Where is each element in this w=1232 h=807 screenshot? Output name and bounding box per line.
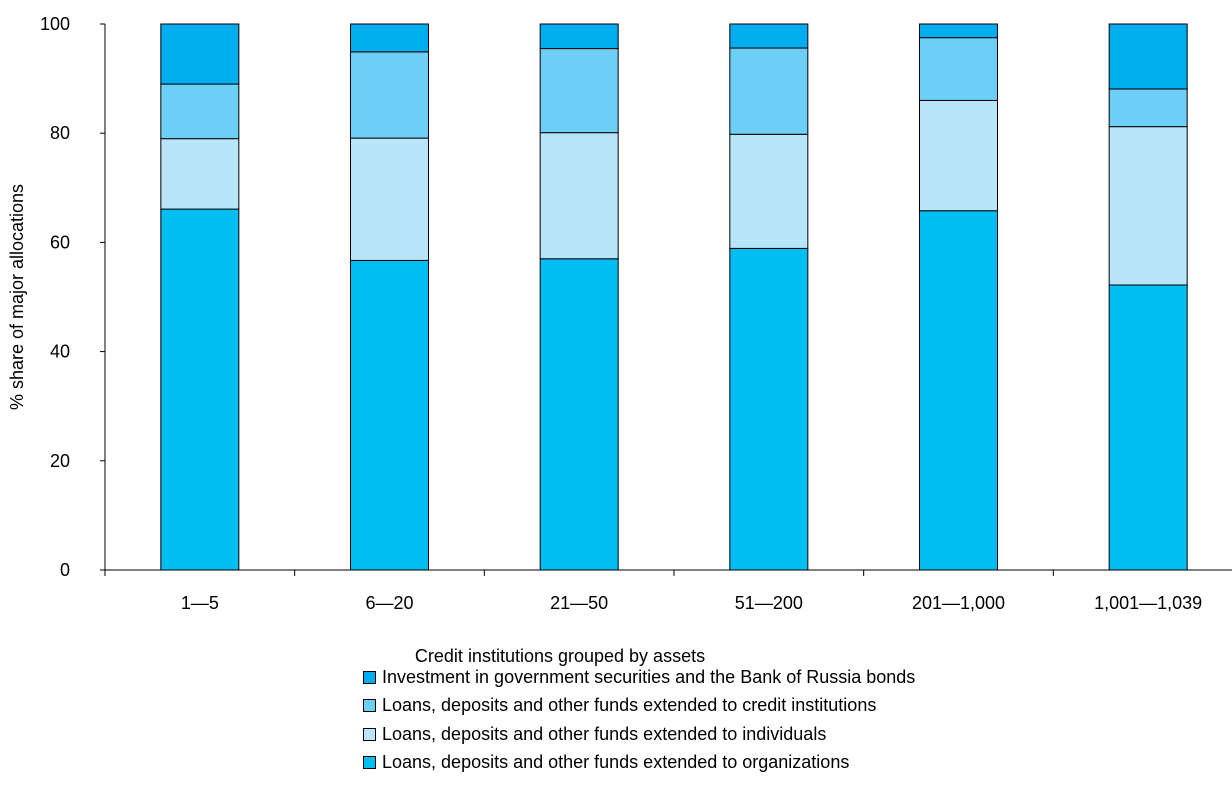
x-tick-labels: 1—5 6—20 21—50 51—200 201—1,000 1,001—1,039 (181, 593, 1202, 613)
bar-segment-series-0-cat-4 (919, 210, 998, 571)
legend-item: Loans, deposits and other funds extended… (363, 720, 1223, 749)
legend-swatch (363, 699, 376, 713)
bar-segment-series-1-cat-0 (160, 138, 240, 210)
bar-segment-series-1-cat-4 (919, 99, 998, 212)
legend-label: Loans, deposits and other funds extended… (382, 695, 877, 716)
bar-segment-series-3-cat-5 (1108, 23, 1188, 90)
x-tick-label: 6—20 (365, 593, 413, 613)
x-tick-label: 201—1,000 (912, 593, 1005, 613)
x-tick-label: 1,001—1,039 (1094, 593, 1202, 613)
bar-segment-series-0-cat-1 (350, 259, 429, 571)
y-tick-labels: 0 20 40 60 80 100 (40, 14, 70, 580)
y-tick-label: 40 (50, 342, 70, 362)
y-tick-label: 0 (60, 560, 70, 580)
legend-label: Loans, deposits and other funds extended… (382, 723, 827, 744)
y-tick-label: 80 (50, 123, 70, 143)
legend-item: Loans, deposits and other funds extended… (363, 749, 1223, 778)
bar-segment-series-3-cat-1 (350, 23, 429, 53)
axes (100, 23, 1232, 576)
bar-segment-series-3-cat-4 (919, 23, 998, 39)
legend-label: Loans, deposits and other funds extended… (382, 752, 850, 773)
bar-segment-series-2-cat-3 (729, 47, 809, 135)
bar-segment-series-2-cat-0 (160, 83, 240, 140)
legend-item: Investment in government securities and … (363, 663, 1223, 692)
x-tick-label: 1—5 (181, 593, 219, 613)
legend-label: Investment in government securities and … (382, 666, 916, 687)
bar-segment-series-3-cat-3 (729, 23, 809, 49)
y-tick-label: 20 (50, 451, 70, 471)
x-tick-label: 21—50 (550, 593, 608, 613)
bar-segment-series-3-cat-2 (539, 23, 619, 50)
legend-swatch (363, 756, 376, 770)
legend-swatch (363, 670, 376, 684)
y-tick-label: 60 (50, 232, 70, 252)
legend: Investment in government securities and … (363, 663, 1223, 777)
x-axis-label: Credit institutions grouped by assets (415, 646, 705, 666)
legend-item: Loans, deposits and other funds extended… (363, 692, 1223, 721)
bar-segment-series-1-cat-3 (729, 133, 809, 249)
x-tick-label: 51—200 (735, 593, 803, 613)
y-tick-label: 100 (40, 14, 70, 34)
bar-segment-series-1-cat-1 (350, 137, 429, 261)
bar-segment-series-2-cat-2 (539, 48, 619, 134)
bar-segment-series-3-cat-0 (160, 23, 240, 85)
legend-swatch (363, 727, 376, 741)
bar-segment-series-0-cat-2 (539, 258, 619, 571)
bar-segment-series-0-cat-5 (1108, 284, 1188, 571)
bar-segment-series-0-cat-0 (160, 208, 240, 571)
bar-segment-series-2-cat-4 (919, 37, 998, 101)
plot-bars (160, 23, 1188, 571)
bar-segment-series-1-cat-5 (1108, 126, 1188, 286)
bar-segment-series-2-cat-1 (350, 51, 429, 139)
bar-segment-series-0-cat-3 (729, 247, 809, 571)
bar-segment-series-1-cat-2 (539, 132, 619, 260)
y-axis-label: % share of major allocations (7, 184, 27, 410)
bar-segment-series-2-cat-5 (1108, 88, 1188, 128)
